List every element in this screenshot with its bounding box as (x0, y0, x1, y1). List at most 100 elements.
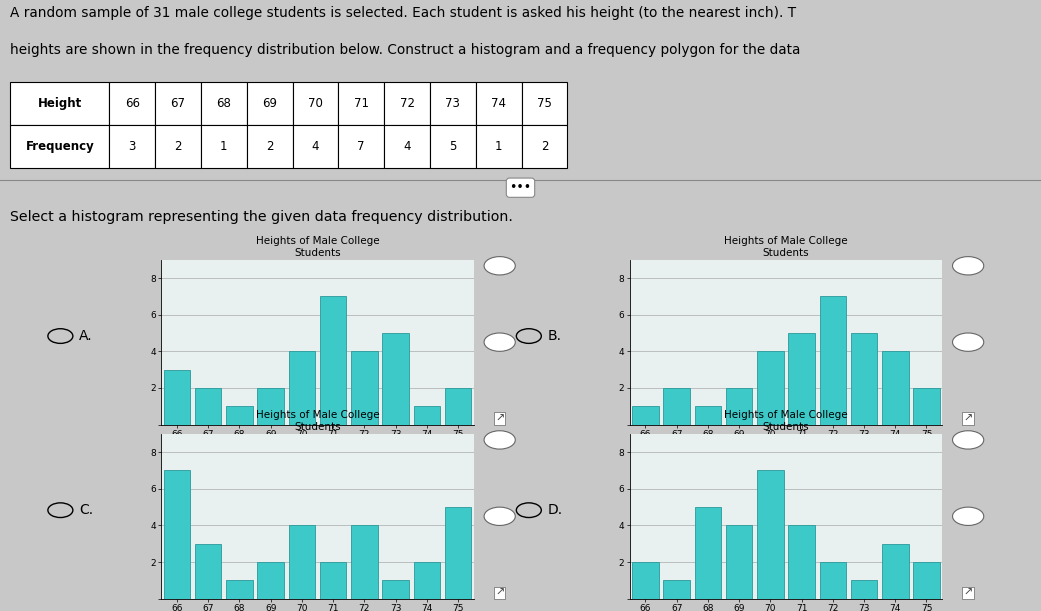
Bar (788, 333, 815, 425)
FancyBboxPatch shape (476, 125, 522, 168)
FancyBboxPatch shape (10, 125, 109, 168)
Bar (819, 562, 846, 599)
Bar (726, 388, 753, 425)
FancyBboxPatch shape (384, 82, 430, 125)
Bar (382, 333, 409, 425)
Bar (632, 406, 659, 425)
Text: −: − (496, 511, 504, 521)
Text: 73: 73 (446, 97, 460, 110)
FancyBboxPatch shape (201, 82, 247, 125)
Text: 69: 69 (262, 97, 277, 110)
Text: −: − (496, 337, 504, 347)
Title: Heights of Male College
Students: Heights of Male College Students (256, 236, 379, 257)
Bar (882, 351, 909, 425)
Text: +: + (496, 435, 504, 445)
Text: C.: C. (79, 503, 94, 517)
Bar (413, 562, 440, 599)
FancyBboxPatch shape (293, 82, 338, 125)
Bar (663, 580, 690, 599)
Bar (757, 470, 784, 599)
Text: A random sample of 31 male college students is selected. Each student is asked h: A random sample of 31 male college stude… (10, 6, 796, 20)
Text: 2: 2 (265, 140, 274, 153)
Text: B.: B. (548, 329, 561, 343)
Bar (632, 562, 659, 599)
FancyBboxPatch shape (430, 125, 476, 168)
Text: −: − (964, 337, 972, 347)
Bar (320, 562, 347, 599)
Bar (850, 580, 878, 599)
Text: •••: ••• (509, 181, 532, 194)
FancyBboxPatch shape (476, 82, 522, 125)
Text: 68: 68 (217, 97, 231, 110)
Text: D.: D. (548, 503, 563, 517)
Text: A.: A. (79, 329, 93, 343)
Bar (663, 388, 690, 425)
Title: Heights of Male College
Students: Heights of Male College Students (725, 410, 847, 431)
FancyBboxPatch shape (338, 82, 384, 125)
FancyBboxPatch shape (338, 125, 384, 168)
Bar (163, 370, 191, 425)
Text: 1: 1 (494, 140, 503, 153)
Bar (694, 406, 721, 425)
Bar (819, 296, 846, 425)
Bar (445, 388, 472, 425)
FancyBboxPatch shape (247, 125, 293, 168)
Text: 3: 3 (128, 140, 136, 153)
Bar (163, 470, 191, 599)
Bar (726, 525, 753, 599)
FancyBboxPatch shape (247, 82, 293, 125)
Bar (288, 351, 315, 425)
Bar (694, 507, 721, 599)
Bar (257, 562, 284, 599)
Bar (195, 388, 222, 425)
Bar (445, 507, 472, 599)
Title: Heights of Male College
Students: Heights of Male College Students (256, 410, 379, 431)
Text: 66: 66 (125, 97, 139, 110)
Bar (913, 388, 940, 425)
FancyBboxPatch shape (109, 82, 155, 125)
Bar (351, 351, 378, 425)
Bar (882, 544, 909, 599)
Text: Frequency: Frequency (25, 140, 95, 153)
Bar (413, 406, 440, 425)
Text: −: − (964, 511, 972, 521)
FancyBboxPatch shape (293, 125, 338, 168)
Text: ↗: ↗ (494, 414, 505, 423)
Text: 4: 4 (311, 140, 320, 153)
Bar (288, 525, 315, 599)
Text: 1: 1 (220, 140, 228, 153)
FancyBboxPatch shape (109, 125, 155, 168)
Bar (351, 525, 378, 599)
Text: ↗: ↗ (963, 414, 973, 423)
Text: 5: 5 (449, 140, 457, 153)
Text: 75: 75 (537, 97, 552, 110)
FancyBboxPatch shape (155, 82, 201, 125)
Text: Select a histogram representing the given data frequency distribution.: Select a histogram representing the give… (10, 210, 513, 224)
Text: 2: 2 (174, 140, 182, 153)
Text: 74: 74 (491, 97, 506, 110)
Text: +: + (964, 261, 972, 271)
Bar (257, 388, 284, 425)
Text: 4: 4 (403, 140, 411, 153)
Bar (913, 562, 940, 599)
Text: ↗: ↗ (963, 588, 973, 598)
Bar (850, 333, 878, 425)
Bar (226, 406, 253, 425)
FancyBboxPatch shape (522, 82, 567, 125)
Text: Height: Height (37, 97, 82, 110)
Bar (226, 580, 253, 599)
Text: 70: 70 (308, 97, 323, 110)
Text: +: + (496, 261, 504, 271)
Bar (382, 580, 409, 599)
FancyBboxPatch shape (384, 125, 430, 168)
Title: Heights of Male College
Students: Heights of Male College Students (725, 236, 847, 257)
FancyBboxPatch shape (10, 82, 109, 125)
Text: 71: 71 (354, 97, 369, 110)
Text: 72: 72 (400, 97, 414, 110)
Text: 2: 2 (540, 140, 549, 153)
FancyBboxPatch shape (155, 125, 201, 168)
Bar (788, 525, 815, 599)
Text: +: + (964, 435, 972, 445)
Text: 7: 7 (357, 140, 365, 153)
FancyBboxPatch shape (201, 125, 247, 168)
